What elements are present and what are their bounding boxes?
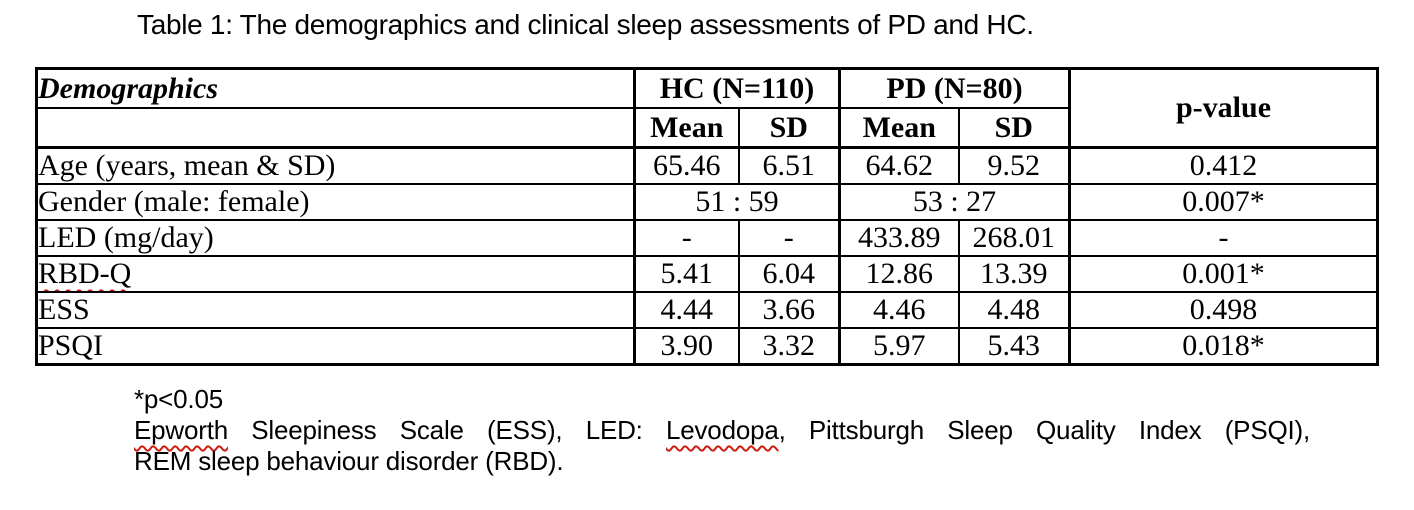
epworth-misspelled-text: Epworth	[134, 415, 228, 445]
table-header-row-groups: Demographics HC (N=110) PD (N=80) p-valu…	[35, 67, 1379, 149]
ess-pd-mean-cell: 4.46	[838, 291, 960, 329]
ess-hc-sd-cell: 3.66	[737, 291, 841, 329]
age-p-value-cell: 0.412	[1068, 146, 1379, 185]
rbdq-hc-sd-cell: 6.04	[737, 255, 841, 293]
table-row-psqi: PSQI 3.90 3.32 5.97 5.43 0.018*	[35, 327, 1379, 366]
age-label-cell: Age (years, mean & SD)	[35, 146, 636, 185]
gender-label-cell: Gender (male: female)	[35, 183, 636, 221]
gender-p-value-cell: 0.007*	[1068, 183, 1379, 221]
rbdq-label-misspelled-text: RBD-Q	[38, 257, 132, 290]
table-row-rbdq: RBD-Q 5.41 6.04 12.86 13.39 0.001*	[35, 255, 1379, 293]
ess-hc-mean-cell: 4.44	[633, 291, 740, 329]
psqi-p-value-cell: 0.018*	[1068, 327, 1379, 366]
demographics-table: Demographics HC (N=110) PD (N=80) p-valu…	[35, 67, 1380, 366]
rbdq-label-cell: RBD-Q	[35, 255, 636, 293]
header-demographics: Demographics	[35, 67, 636, 109]
table-title: Table 1: The demographics and clinical s…	[137, 9, 1034, 40]
led-hc-sd-cell: -	[737, 219, 841, 257]
ess-pd-sd-cell: 4.48	[957, 291, 1072, 329]
age-pd-mean-cell: 64.62	[838, 146, 960, 185]
header-p-value: p-value	[1068, 67, 1379, 149]
abbrev-text-mid: Sleepiness Scale (ESS), LED:	[227, 415, 666, 445]
table-row-gender: Gender (male: female) 51 : 59 53 : 27 0.…	[35, 183, 1379, 221]
footnotes: *p<0.05 Epworth Sleepiness Scale (ESS), …	[134, 384, 1310, 477]
rbdq-pd-mean-cell: 12.86	[838, 255, 960, 293]
header-hc-mean: Mean	[633, 107, 740, 149]
levodopa-misspelled-text: Levodopa	[665, 415, 779, 445]
psqi-pd-mean-cell: 5.97	[838, 327, 960, 366]
table-row-age: Age (years, mean & SD) 65.46 6.51 64.62 …	[35, 146, 1379, 185]
age-hc-mean-cell: 65.46	[633, 146, 740, 185]
abbreviations-line-2: REM sleep behaviour disorder (RBD).	[134, 446, 564, 476]
header-pd-sd: SD	[957, 107, 1072, 149]
table-header-row-stats: Mean SD Mean SD	[35, 107, 1378, 149]
psqi-hc-mean-cell: 3.90	[633, 327, 740, 366]
psqi-pd-sd-cell: 5.43	[957, 327, 1072, 366]
header-hc-sd: SD	[737, 107, 841, 149]
ess-label-cell: ESS	[35, 291, 636, 329]
header-pd-mean: Mean	[838, 107, 960, 149]
age-pd-sd-cell: 9.52	[957, 146, 1072, 185]
table-row-led: LED (mg/day) - - 433.89 268.01 -	[35, 219, 1379, 257]
led-pd-mean-cell: 433.89	[838, 219, 960, 257]
rbdq-pd-sd-cell: 13.39	[957, 255, 1072, 293]
age-hc-sd-cell: 6.51	[737, 146, 841, 185]
header-pd-group: PD (N=80)	[838, 67, 1072, 109]
led-label-cell: LED (mg/day)	[35, 219, 636, 257]
psqi-label-cell: PSQI	[35, 327, 636, 366]
gender-pd-cell: 53 : 27	[838, 183, 1072, 221]
led-hc-mean-cell: -	[633, 219, 740, 257]
table-row-ess: ESS 4.44 3.66 4.46 4.48 0.498	[35, 291, 1379, 329]
ess-p-value-cell: 0.498	[1068, 291, 1379, 329]
header-empty-cell	[35, 107, 636, 149]
abbreviations-line-1: Epworth Sleepiness Scale (ESS), LED: Lev…	[134, 415, 1310, 446]
gender-hc-cell: 51 : 59	[633, 183, 841, 221]
rbdq-p-value-cell: 0.001*	[1068, 255, 1379, 293]
psqi-hc-sd-cell: 3.32	[737, 327, 841, 366]
abbrev-text-end: , Pittsburgh Sleep Quality Index (PSQI),	[778, 415, 1311, 445]
led-p-value-cell: -	[1068, 219, 1379, 257]
rbdq-hc-mean-cell: 5.41	[633, 255, 740, 293]
header-hc-group: HC (N=110)	[633, 67, 841, 109]
significance-note: *p<0.05	[134, 384, 223, 414]
led-pd-sd-cell: 268.01	[957, 219, 1072, 257]
